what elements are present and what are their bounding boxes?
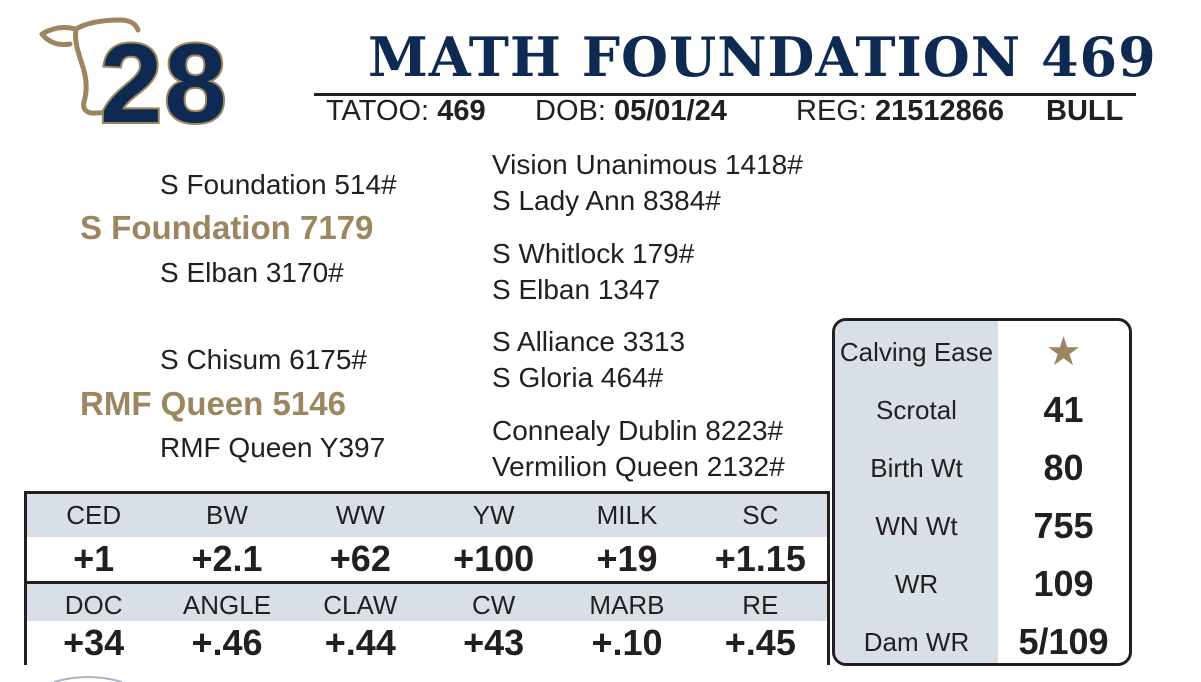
pedigree-sire-sire: S Foundation 514# [160, 169, 397, 200]
wn-wt-label: WN Wt [875, 510, 958, 541]
pedigree-dam: RMF Queen 5146 [80, 385, 346, 422]
epd-value-angle: +.46 [191, 622, 263, 663]
epd-label-row-2: DOC ANGLE CLAW CW MARB RE [27, 584, 827, 627]
pedigree-dam-dam-dam: Vermilion Queen 2132# [492, 451, 785, 482]
pedigree-sire-sire-sire: Vision Unanimous 1418# [492, 149, 803, 180]
epd-value-bw: +2.1 [191, 538, 263, 579]
calving-ease-label: Calving Ease [839, 336, 994, 367]
sex-info: BULL [1046, 95, 1124, 128]
birth-wt-value: 80 [1043, 447, 1084, 488]
scrotal-label: Scrotal [876, 394, 957, 425]
birth-wt-label: Birth Wt [870, 452, 963, 483]
epd-label-cw: CW [471, 590, 516, 620]
epd-value-ced: +1 [73, 538, 115, 579]
decorative-arc [53, 676, 123, 682]
dob-label: DOB: [535, 95, 606, 127]
epd-label-milk: MILK [596, 500, 658, 530]
reg-value: 21512866 [874, 95, 1004, 127]
wr-label: WR [894, 568, 939, 599]
epd-label-yw: YW [472, 500, 515, 530]
wn-wt-value: 755 [1033, 505, 1094, 546]
epd-value-ww: +62 [329, 538, 391, 579]
epd-label-bw: BW [206, 500, 248, 530]
epd-divider [27, 581, 827, 584]
epd-label-sc: SC [742, 500, 779, 530]
tattoo-label: TATOO: [326, 95, 430, 127]
wr-value: 109 [1033, 563, 1094, 604]
epd-value-marb: +.10 [591, 622, 663, 663]
star-icon: ★ [1045, 330, 1082, 374]
epd-value-yw: +100 [453, 538, 535, 579]
epd-table: CED BW WW YW MILK SC +1 +2.1 +62 +100 +1… [24, 491, 830, 665]
name-underline [314, 93, 1136, 96]
stat-row-wn-wt: WN Wt 755 [835, 497, 1129, 555]
sex-value: BULL [1046, 95, 1124, 127]
epd-label-doc: DOC [64, 590, 123, 620]
epd-label-ced: CED [66, 500, 122, 530]
dam-wr-value: 5/109 [1018, 621, 1109, 662]
pedigree-sire-dam: S Elban 3170# [160, 257, 344, 288]
cow-head-icon [39, 17, 141, 116]
pedigree-dam-sire: S Chisum 6175# [160, 344, 368, 375]
epd-value-milk: +19 [596, 538, 658, 579]
dob-info: DOB: 05/01/24 [535, 95, 727, 128]
animal-name: MATH FOUNDATION 469 [368, 25, 1157, 89]
epd-label-angle: ANGLE [182, 590, 272, 620]
epd-value-row-2: +34 +.46 +.44 +43 +.10 +.45 [27, 621, 827, 665]
performance-stats-panel: Calving Ease ★ Scrotal 41 Birth Wt 80 WN… [832, 318, 1132, 666]
dam-wr-label: Dam WR [863, 626, 970, 657]
epd-label-claw: CLAW [323, 590, 398, 620]
epd-value-re: +.45 [724, 622, 796, 663]
reg-label: REG: [796, 95, 867, 127]
pedigree-dam-sire-sire: S Alliance 3313 [492, 326, 686, 357]
epd-label-marb: MARB [589, 590, 665, 620]
stat-row-calving-ease: Calving Ease ★ [835, 323, 1129, 381]
pedigree-sire-sire-dam: S Lady Ann 8384# [492, 185, 721, 216]
stat-row-dam-wr: Dam WR 5/109 [835, 613, 1129, 663]
pedigree-dam-sire-dam: S Gloria 464# [492, 362, 664, 393]
scrotal-value: 41 [1043, 389, 1084, 430]
epd-value-sc: +1.15 [714, 538, 806, 579]
epd-value-row-1: +1 +2.1 +62 +100 +19 +1.15 [27, 537, 827, 581]
pedigree-sire: S Foundation 7179 [80, 209, 374, 246]
epd-value-doc: +34 [63, 622, 125, 663]
reg-info: REG: 21512866 [796, 95, 1004, 128]
epd-label-re: RE [742, 590, 779, 620]
stat-row-scrotal: Scrotal 41 [835, 381, 1129, 439]
tattoo-info: TATOO: 469 [326, 95, 486, 128]
stats-label-column [835, 321, 998, 663]
pedigree-sire-dam-sire: S Whitlock 179# [492, 238, 695, 269]
epd-label-ww: WW [335, 500, 385, 530]
tattoo-value: 469 [437, 95, 486, 127]
pedigree-sire-dam-dam: S Elban 1347 [492, 274, 661, 305]
lot-number: 28 [98, 21, 229, 146]
pedigree-dam-dam-sire: Connealy Dublin 8223# [492, 415, 784, 446]
stat-row-birth-wt: Birth Wt 80 [835, 439, 1129, 497]
epd-value-cw: +43 [463, 622, 525, 663]
pedigree-dam-dam: RMF Queen Y397 [160, 432, 386, 463]
stat-row-wr: WR 109 [835, 555, 1129, 613]
dob-value: 05/01/24 [613, 95, 727, 127]
epd-value-claw: +.44 [324, 622, 396, 663]
epd-label-row-1: CED BW WW YW MILK SC [27, 494, 827, 537]
